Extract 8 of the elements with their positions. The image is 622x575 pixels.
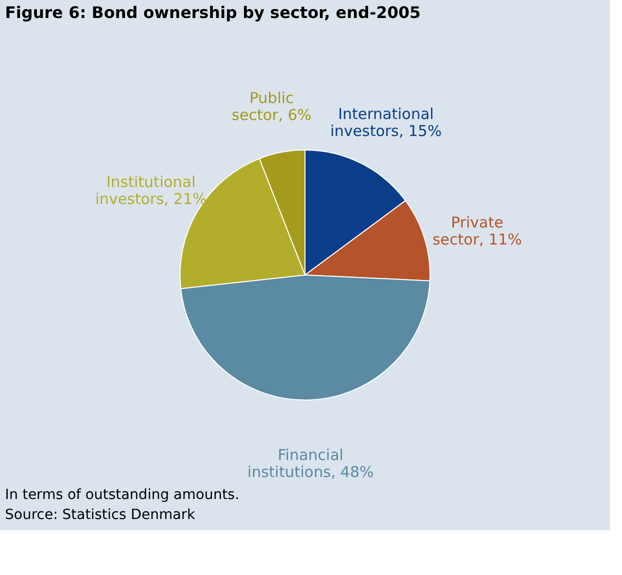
slice-label: Financial institutions, 48%	[247, 446, 374, 481]
slice-label: International investors, 15%	[330, 105, 442, 140]
slice-label: Public sector, 6%	[232, 89, 312, 124]
slice-label: Private sector, 11%	[432, 214, 522, 249]
slice-label: Institutional investors, 21%	[95, 172, 207, 208]
text: In terms of outstanding amounts.	[5, 487, 240, 503]
chart-title: Figure 6: Bond ownership by sector, end-2005	[5, 3, 421, 22]
source-note: Source: Statistics Denmark	[5, 507, 196, 523]
